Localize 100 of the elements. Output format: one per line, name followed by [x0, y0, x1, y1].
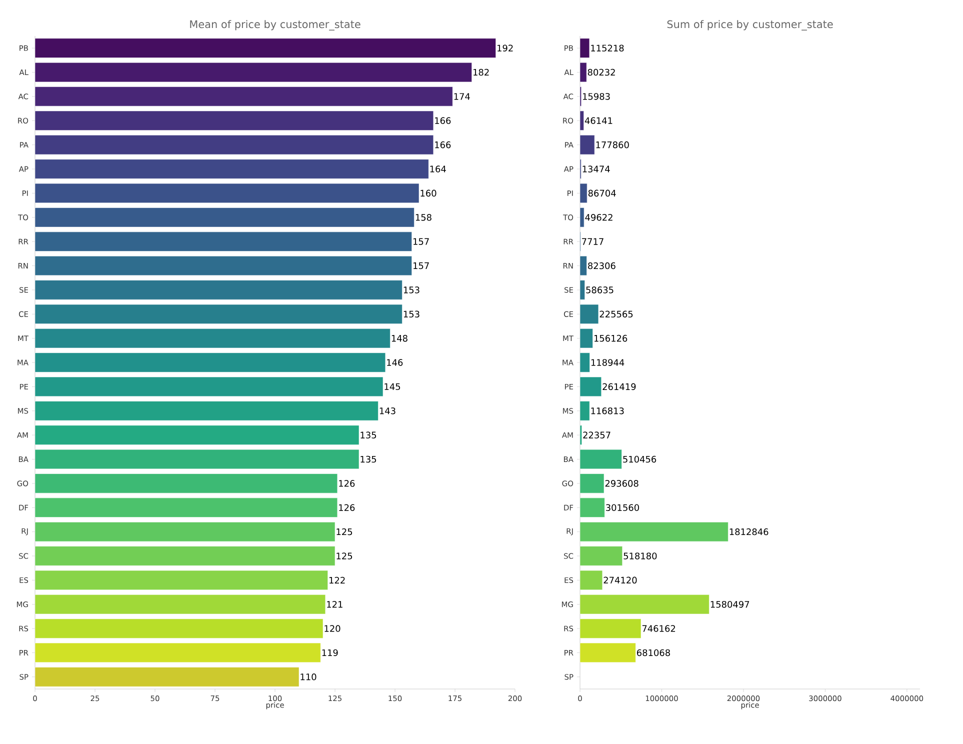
bar [580, 546, 623, 566]
bar [580, 62, 587, 82]
bar [34, 208, 414, 228]
chart-title: Sum of price by customer_state [667, 20, 833, 30]
bar [34, 667, 300, 687]
data-label: 116813 [591, 407, 624, 414]
bar [34, 376, 384, 396]
data-label: 182 [473, 68, 489, 76]
data-label: 119 [322, 649, 338, 656]
data-label: 1812846 [730, 528, 768, 536]
data-label: 121 [327, 601, 342, 608]
data-label: 145 [384, 383, 400, 390]
data-label: 274120 [604, 576, 637, 584]
bar [580, 352, 590, 372]
data-label: 166 [435, 117, 451, 124]
bar [34, 62, 472, 82]
bar [34, 183, 420, 204]
bar [580, 135, 595, 155]
bar [34, 642, 321, 663]
data-label: 80232 [588, 68, 615, 76]
bar [34, 401, 378, 421]
bar [34, 110, 434, 130]
data-label: 153 [404, 310, 420, 318]
data-label: 135 [360, 432, 376, 438]
data-label: 115218 [591, 44, 624, 52]
data-label: 510456 [623, 456, 656, 463]
bar [580, 642, 636, 663]
data-label: 192 [497, 44, 513, 52]
bar [34, 498, 338, 518]
data-label: 13474 [582, 166, 610, 172]
data-label: 49622 [585, 214, 612, 221]
bar [580, 304, 599, 324]
data-label: 86704 [588, 190, 616, 197]
bar [34, 449, 360, 470]
data-label: 126 [339, 480, 355, 487]
bar [580, 376, 602, 396]
data-label: 146 [387, 359, 403, 366]
data-label: 58635 [586, 286, 614, 294]
bar [34, 256, 412, 276]
bar [580, 570, 603, 590]
data-label: 225565 [600, 310, 633, 318]
data-label: 261419 [602, 383, 636, 390]
data-label: 160 [420, 190, 436, 197]
bar [580, 256, 587, 276]
data-label: 110 [300, 674, 316, 680]
data-label: 153 [404, 286, 420, 294]
bar [580, 522, 728, 542]
bar [580, 401, 590, 421]
data-label: 82306 [588, 262, 616, 270]
chart-title: Mean of price by customer_state [190, 20, 360, 30]
data-label: 15983 [583, 93, 610, 100]
bar [34, 546, 336, 566]
bar [580, 280, 585, 300]
bar [34, 280, 402, 300]
data-label: 177860 [596, 141, 629, 148]
data-label: 7717 [582, 238, 604, 245]
bar [34, 352, 386, 372]
bar [580, 110, 584, 130]
bar [34, 425, 360, 445]
bar [580, 38, 590, 58]
data-label: 681068 [637, 649, 670, 656]
data-label: 301560 [606, 504, 639, 511]
data-label: 164 [430, 166, 446, 172]
bar [34, 618, 324, 638]
data-label: 293608 [605, 480, 638, 487]
data-label: 22357 [583, 432, 610, 438]
data-label: 135 [360, 456, 376, 463]
bar [34, 474, 338, 494]
bar [580, 449, 622, 470]
data-label: 120 [324, 625, 340, 632]
bar [34, 38, 496, 58]
bar [580, 594, 710, 614]
data-label: 157 [413, 238, 429, 245]
bar [34, 522, 336, 542]
data-label: 157 [413, 262, 429, 270]
data-label: 126 [339, 504, 355, 511]
data-label: 158 [416, 214, 432, 221]
bar [34, 570, 328, 590]
data-label: 125 [336, 528, 352, 536]
bar [34, 86, 453, 106]
bar [34, 232, 412, 252]
bar [34, 594, 326, 614]
data-label: 518180 [624, 552, 657, 560]
data-label: 746162 [642, 625, 676, 632]
data-label: 174 [454, 93, 470, 100]
data-label: 143 [380, 407, 396, 414]
bar [34, 328, 390, 348]
bar [34, 135, 434, 155]
bar [34, 304, 402, 324]
bar [580, 183, 588, 204]
bar [580, 328, 593, 348]
data-label: 125 [336, 552, 352, 560]
bar [580, 618, 642, 638]
bar [580, 208, 584, 228]
data-label: 122 [329, 576, 345, 584]
bar [34, 159, 429, 179]
data-label: 46141 [584, 117, 612, 124]
data-label: 118944 [591, 359, 624, 366]
bar [580, 498, 605, 518]
data-label: 148 [392, 334, 408, 342]
